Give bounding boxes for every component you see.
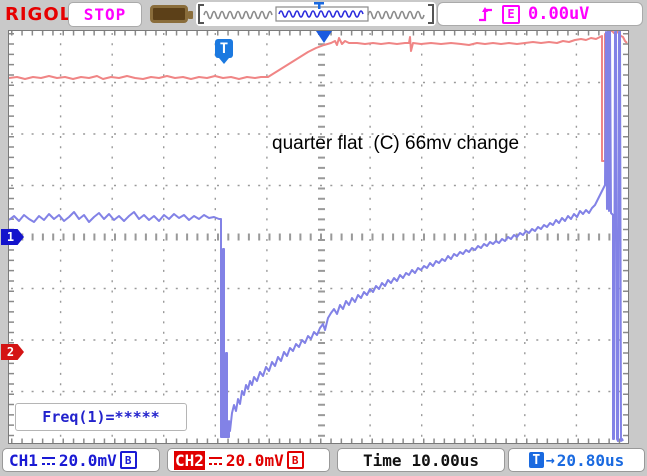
ch1-label: CH1 (9, 450, 38, 470)
waveform-position-widget (196, 2, 436, 26)
ch1-trace (9, 31, 624, 442)
trigger-offset-t-badge: T (528, 452, 544, 468)
dc-coupling-icon (41, 456, 55, 465)
frequency-readout: Freq(1)=***** (42, 408, 160, 426)
trigger-offset-value: 20.80us (556, 450, 625, 470)
trigger-level-readout: 0.00uV (528, 4, 590, 24)
ch1-bandwidth-badge: B (119, 451, 137, 469)
ch2-bandwidth-badge: B (286, 451, 304, 469)
trigger-source-badge: E (502, 4, 520, 24)
ch2-level-marker: 2 (1, 344, 24, 360)
bottom-status-bar: CH1 20.0mV B CH2 20.0mV B Time 10.00us T… (0, 445, 647, 476)
trigger-point-badge-label: T (219, 40, 229, 57)
ch2-trace (9, 31, 628, 162)
trigger-offset-readout-box: T → 20.80us (508, 448, 645, 472)
ch1-marker-label: 1 (6, 230, 15, 244)
dc-coupling-icon (208, 456, 222, 465)
trigger-point-badge: T (215, 39, 233, 64)
ch2-scale: 20.0mV (225, 450, 284, 470)
memory-waveform-icon (198, 2, 434, 24)
top-status-bar: RIGOL STOP E 0.00uV (0, 0, 647, 28)
ch1-readout-box: CH1 20.0mV B (2, 448, 160, 472)
rising-edge-trigger-icon (479, 7, 492, 22)
run-status-badge: STOP (68, 2, 142, 27)
timebase-value: 10.00us (411, 450, 479, 470)
waveform-plot (9, 31, 628, 443)
timebase-readout-box: Time 10.00us (337, 448, 505, 472)
graticule: T quarter flat (C) 66mv change Freq(1)=*… (8, 30, 629, 444)
ch2-marker-label: 2 (6, 345, 15, 359)
ch2-readout-box: CH2 20.0mV B (167, 448, 330, 472)
trigger-position-triangle-icon (316, 31, 332, 43)
battery-icon (150, 5, 193, 23)
run-status-label: STOP (83, 5, 127, 24)
timebase-label: Time (363, 450, 402, 470)
arrow-right-icon: → (545, 451, 555, 469)
ch1-level-marker: 1 (1, 229, 24, 245)
ch2-label: CH2 (174, 450, 205, 470)
brand-logo: RIGOL (5, 4, 73, 25)
ch1-scale: 20.0mV (58, 450, 117, 470)
user-annotation-text: quarter flat (C) 66mv change (272, 133, 520, 154)
frequency-readout-box: Freq(1)=***** (15, 403, 187, 431)
trigger-status-box: E 0.00uV (437, 2, 643, 26)
